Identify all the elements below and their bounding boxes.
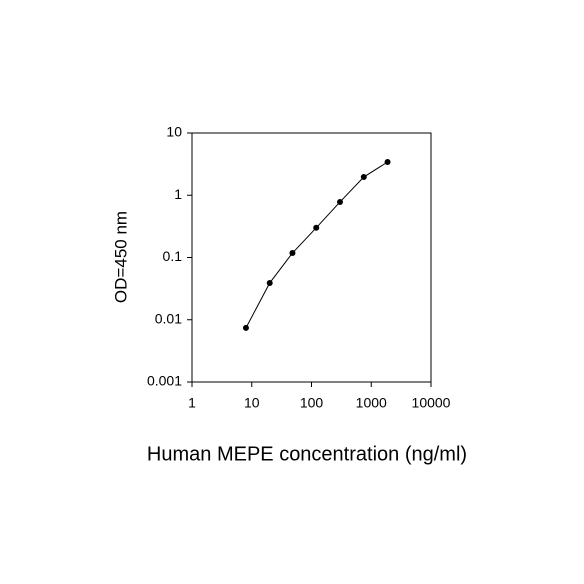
x-tick-label: 1000 — [356, 395, 387, 411]
data-point — [266, 279, 273, 286]
x-tick-label: 1 — [188, 395, 196, 411]
x-tick-label: 100 — [300, 395, 324, 411]
y-tick-label: 0.1 — [163, 248, 183, 264]
plot-frame — [191, 132, 432, 383]
y-tick-label: 0.001 — [147, 373, 182, 389]
data-point — [337, 198, 344, 205]
x-tick-label: 10000 — [412, 395, 451, 411]
y-tick-label: 1 — [174, 186, 182, 202]
y-tick-label: 0.01 — [155, 310, 182, 326]
data-point — [289, 250, 296, 257]
y-axis-label: OD=450 nm — [111, 211, 130, 303]
data-point — [360, 174, 367, 181]
data-line — [245, 161, 388, 329]
x-axis-label: Human MEPE concentration (ng/ml) — [147, 443, 467, 465]
data-point — [313, 224, 320, 231]
data-point — [384, 159, 391, 166]
x-tick-label: 10 — [244, 395, 260, 411]
data-point — [242, 324, 249, 331]
y-tick-label: 10 — [166, 124, 182, 140]
